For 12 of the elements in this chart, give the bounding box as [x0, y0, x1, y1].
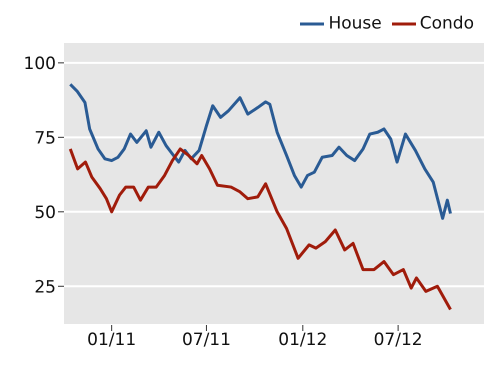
legend-label: Condo: [420, 14, 474, 34]
y-tick-label: 25: [34, 277, 56, 298]
y-tick-label: 50: [34, 202, 56, 223]
line-series: [68, 82, 452, 220]
x-tick-label: 07/11: [182, 330, 231, 350]
y-tick-label: 100: [24, 54, 56, 74]
x-tick-label: 01/12: [278, 330, 328, 350]
x-tick-label: 07/12: [374, 330, 423, 350]
line-series: [68, 147, 452, 312]
x-tick-label: 01/11: [87, 330, 136, 350]
y-tick-label: 75: [34, 128, 56, 148]
legend-label: House: [328, 14, 382, 34]
